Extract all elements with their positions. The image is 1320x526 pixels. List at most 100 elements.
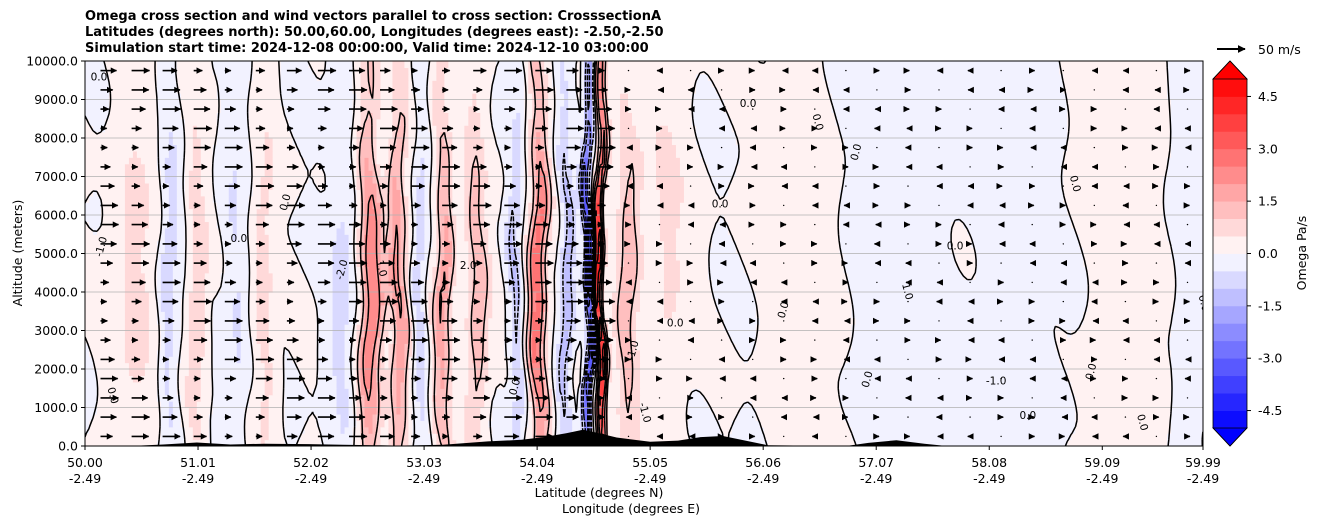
omega-cell [556,349,561,357]
omega-cell [348,388,354,396]
omega-cell [640,298,665,306]
omega-cell [352,349,358,357]
omega-cell [424,292,429,300]
omega-cell [432,170,437,178]
omega-cell [436,144,441,152]
omega-cell [356,131,362,139]
omega-cell [552,150,557,158]
chart-title-line-2: Latitudes (degrees north): 50.00,60.00, … [85,25,664,40]
omega-cell [500,208,509,216]
omega-cell [416,112,429,120]
omega-cell [612,157,621,165]
omega-cell [492,73,525,81]
omega-cell [364,394,378,402]
omega-cell [520,195,525,203]
omega-cell [96,189,126,197]
omega-cell [524,112,533,120]
wind-vector-dot [658,397,661,399]
omega-cell [536,388,545,396]
omega-cell [156,259,162,267]
omega-cell [404,266,410,274]
omega-cell [480,189,485,197]
omega-cell [520,356,525,364]
omega-cell [576,215,581,223]
omega-cell [560,381,565,389]
omega-cell [312,388,338,396]
omega-cell [464,234,473,242]
omega-cell [184,381,202,389]
omega-cell [552,420,557,428]
omega-cell [260,195,270,203]
omega-cell [480,426,493,434]
omega-cell [548,317,557,325]
omega-cell [416,304,421,312]
omega-cell [200,176,214,184]
contour-label: 0.0 [1134,413,1150,432]
colorbar-band [1213,201,1247,219]
omega-cell [1167,433,1203,441]
omega-cell [196,401,214,409]
omega-cell [524,272,529,280]
omega-cell [424,253,429,261]
omega-cell [504,253,509,261]
omega-cell [448,304,453,312]
omega-cell [568,150,581,158]
omega-cell [344,330,354,338]
omega-cell [140,266,158,274]
colorbar-band [1213,218,1247,237]
omega-cell [675,227,713,235]
omega-cell [532,298,537,306]
omega-cell [176,362,190,370]
colorbar-tick-label: -3.0 [1258,351,1282,366]
omega-cell [727,112,837,120]
omega-cell [492,433,513,441]
omega-cell [544,343,549,351]
omega-cell [184,259,194,267]
omega-cell [248,234,258,242]
omega-cell [268,189,302,197]
omega-cell [1171,330,1203,338]
omega-cell [176,247,186,255]
omega-cell [528,420,533,428]
contour-label: 0.0 [740,98,757,110]
omega-cell [671,311,721,319]
y-tick-label: 8000.0 [34,131,78,146]
omega-cell [528,131,533,139]
omega-cell [632,330,637,338]
omega-cell [436,279,441,287]
omega-cell [392,195,402,203]
omega-cell [504,176,513,184]
omega-cell [212,324,234,332]
omega-cell [552,144,557,152]
omega-cell [360,157,366,165]
omega-cell [85,215,102,223]
omega-cell [85,292,126,300]
omega-cell [336,401,350,409]
omega-cell [160,234,166,242]
omega-cell [204,349,214,357]
omega-cell [596,73,605,81]
omega-cell [404,138,410,146]
omega-cell [176,144,186,152]
omega-cell [216,112,250,120]
omega-cell [612,362,617,370]
omega-cell [368,292,382,300]
omega-cell [256,272,274,280]
omega-cell [212,189,230,197]
omega-cell [204,324,214,332]
contour-label: -1.0 [93,235,110,258]
colorbar-band [1213,410,1247,429]
omega-cell [208,227,222,235]
omega-cell [164,163,178,171]
omega-cell [600,343,605,351]
omega-cell [268,426,286,434]
omega-cell [332,240,350,248]
omega-cell [484,330,489,338]
omega-cell [568,381,573,389]
omega-cell [620,105,629,113]
omega-cell [236,208,250,216]
omega-cell [428,401,433,409]
omega-cell [524,426,533,434]
omega-cell [608,247,617,255]
omega-cell [711,240,737,248]
